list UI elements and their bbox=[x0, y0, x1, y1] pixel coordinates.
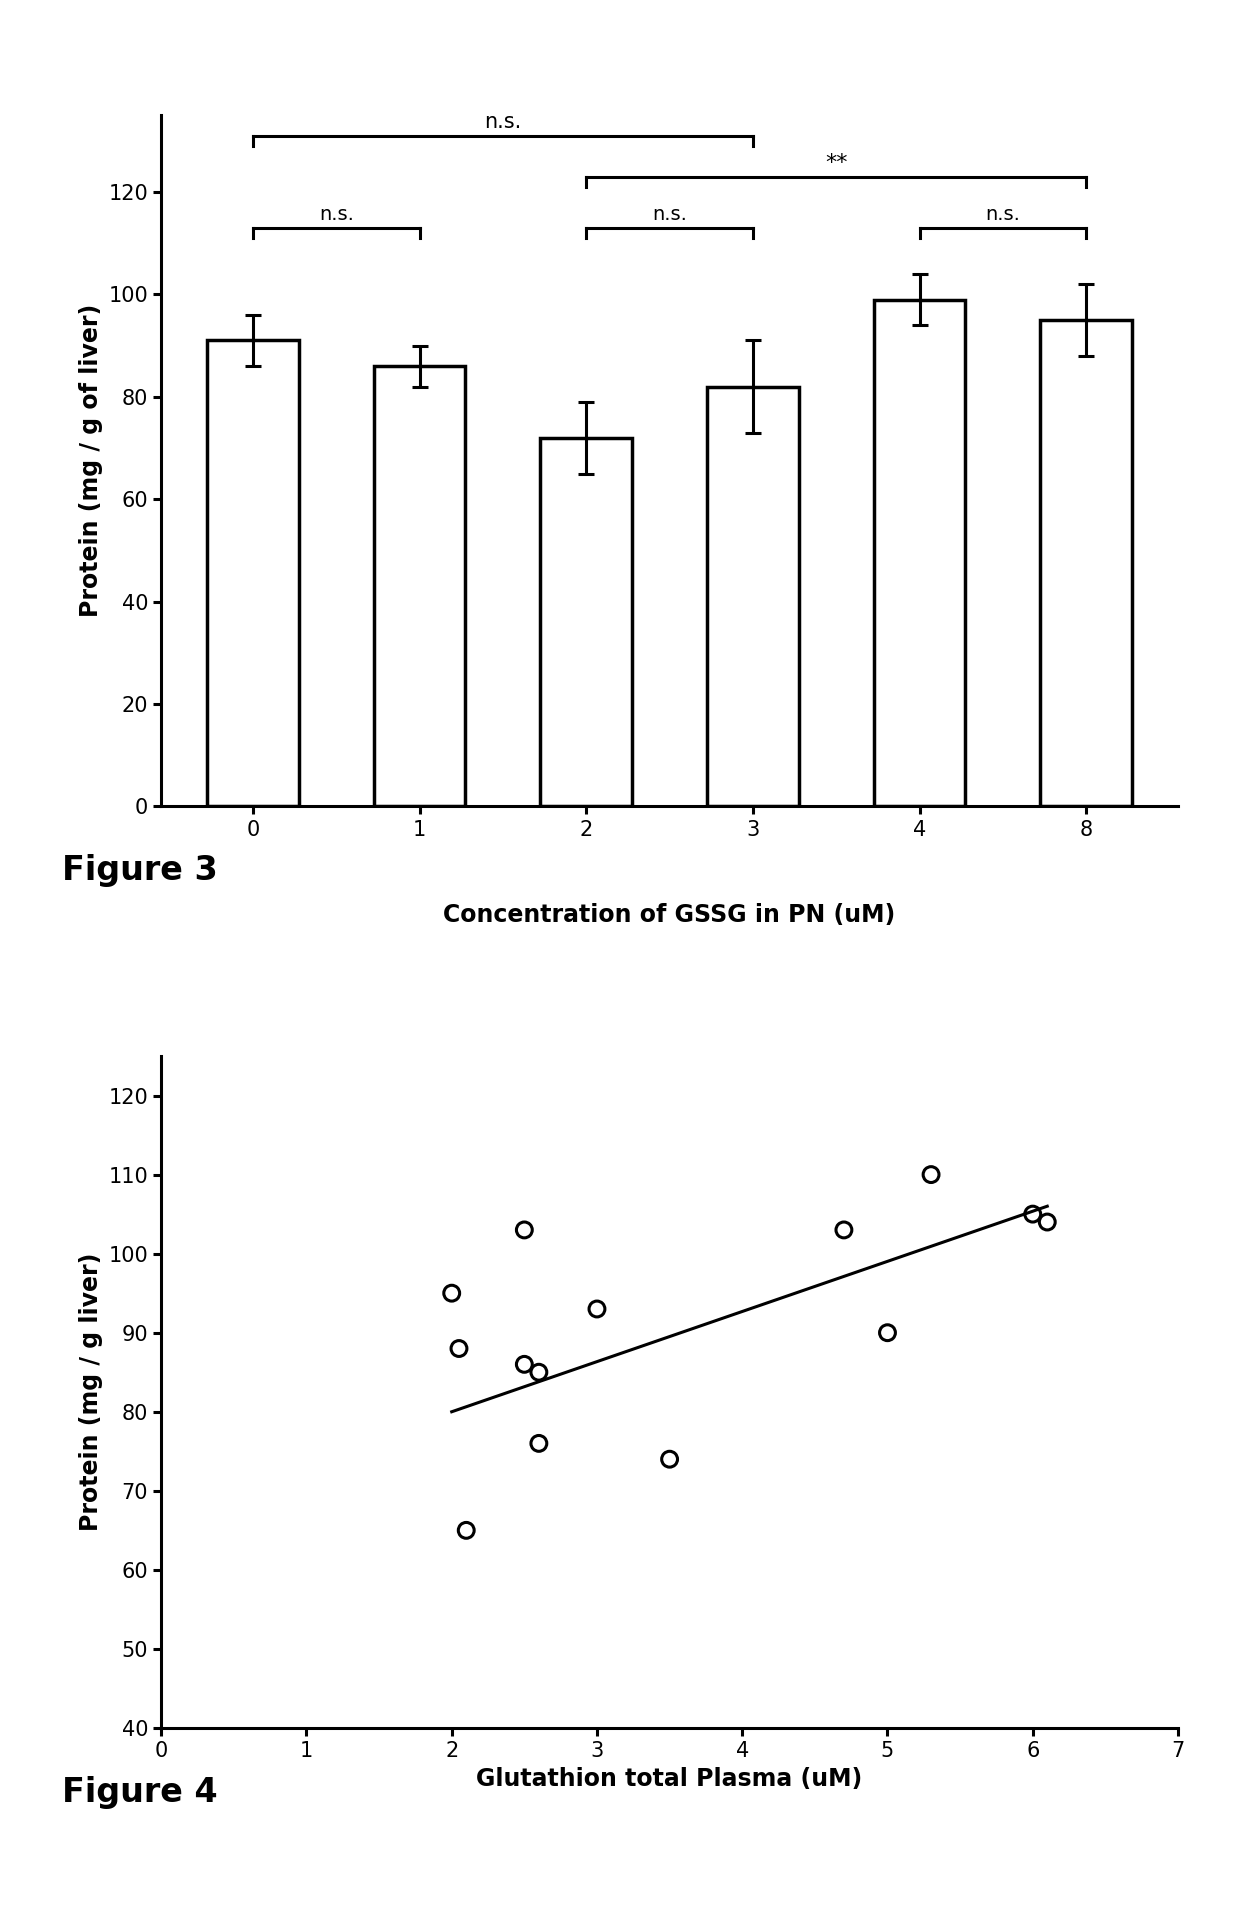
Point bbox=[456, 1515, 476, 1546]
Point bbox=[529, 1357, 549, 1388]
Point bbox=[529, 1428, 549, 1459]
Point bbox=[515, 1350, 534, 1380]
Y-axis label: Protein (mg / g liver): Protein (mg / g liver) bbox=[78, 1254, 103, 1530]
Text: n.s.: n.s. bbox=[319, 205, 353, 225]
Text: **: ** bbox=[825, 152, 847, 173]
Point bbox=[660, 1444, 680, 1475]
Point bbox=[587, 1294, 606, 1325]
Y-axis label: Protein (mg / g of liver): Protein (mg / g of liver) bbox=[78, 303, 103, 618]
X-axis label: Glutathion total Plasma (uM): Glutathion total Plasma (uM) bbox=[476, 1766, 863, 1791]
Text: Figure 4: Figure 4 bbox=[62, 1776, 218, 1809]
Text: n.s.: n.s. bbox=[986, 205, 1021, 225]
Bar bbox=[207, 340, 299, 806]
Point bbox=[835, 1215, 854, 1246]
Bar bbox=[874, 300, 966, 806]
Bar bbox=[1040, 321, 1132, 806]
Bar bbox=[707, 386, 799, 806]
Point bbox=[441, 1279, 461, 1309]
Point bbox=[1038, 1206, 1058, 1236]
Bar bbox=[541, 438, 632, 806]
Point bbox=[921, 1160, 941, 1190]
Text: Figure 3: Figure 3 bbox=[62, 854, 218, 887]
Text: Concentration of GSSG in PN (uM): Concentration of GSSG in PN (uM) bbox=[444, 902, 895, 927]
Text: n.s.: n.s. bbox=[485, 111, 522, 132]
Bar bbox=[373, 367, 465, 806]
Text: n.s.: n.s. bbox=[652, 205, 687, 225]
Point bbox=[449, 1332, 469, 1363]
Point bbox=[1023, 1198, 1043, 1229]
Point bbox=[878, 1317, 898, 1348]
Point bbox=[515, 1215, 534, 1246]
